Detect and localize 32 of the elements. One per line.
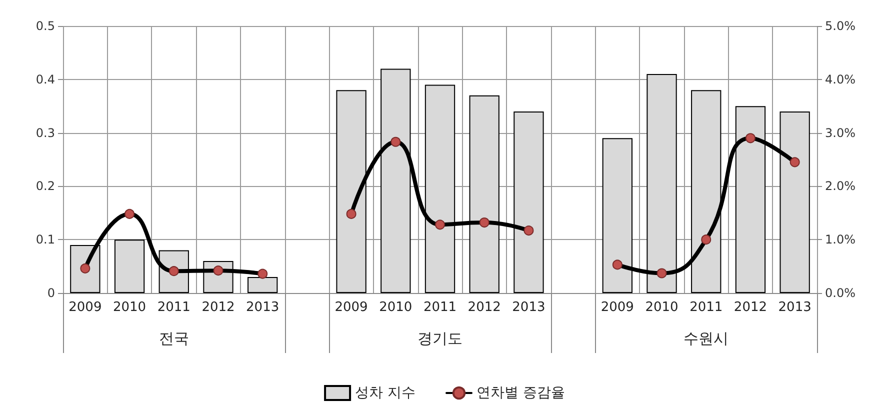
y-tick-label: 0 xyxy=(47,286,55,300)
y-tick-label: 0.2 xyxy=(36,179,55,194)
x-tick-label: 2012 xyxy=(202,300,235,315)
x-tick-label: 2013 xyxy=(512,300,546,315)
x-tick-label: 2011 xyxy=(690,300,723,315)
x-tick-label: 2012 xyxy=(468,300,501,315)
y-tick-label: 0.1 xyxy=(36,232,55,247)
x-tick-label: 2011 xyxy=(157,300,190,315)
y2-tick-label: 1.0% xyxy=(825,232,856,247)
text: 전국 xyxy=(158,330,189,348)
y2-tick-label: 4.0% xyxy=(825,72,856,86)
text: 경기도 xyxy=(418,330,462,348)
y2-tick-label: 3.0% xyxy=(825,126,856,140)
legend-label: 연차별 증감율 xyxy=(476,385,565,401)
x-tick-label: 2009 xyxy=(68,300,102,315)
x-tick-label: 2013 xyxy=(246,300,280,315)
x-tick-label: 2009 xyxy=(600,300,634,315)
y2-tick-label: 2.0% xyxy=(825,179,856,194)
x-tick-label: 2009 xyxy=(334,300,368,315)
text: 수원시 xyxy=(684,330,729,348)
y-tick-label: 0.4 xyxy=(36,72,55,86)
y-tick-label: 0.3 xyxy=(36,126,55,140)
x-tick-label: 2012 xyxy=(734,300,768,315)
legend-label: 성차 지수 xyxy=(355,385,416,401)
y2-tick-label: 5.0% xyxy=(825,19,856,33)
y2-tick-label: 0.0% xyxy=(825,286,856,300)
x-tick-label: 2013 xyxy=(778,300,812,315)
x-tick-label: 2010 xyxy=(112,300,146,315)
x-tick-label: 2010 xyxy=(379,300,412,315)
x-tick-label: 2010 xyxy=(645,300,678,315)
x-tick-label: 2011 xyxy=(423,300,457,315)
y-tick-label: 0.5 xyxy=(36,19,55,33)
